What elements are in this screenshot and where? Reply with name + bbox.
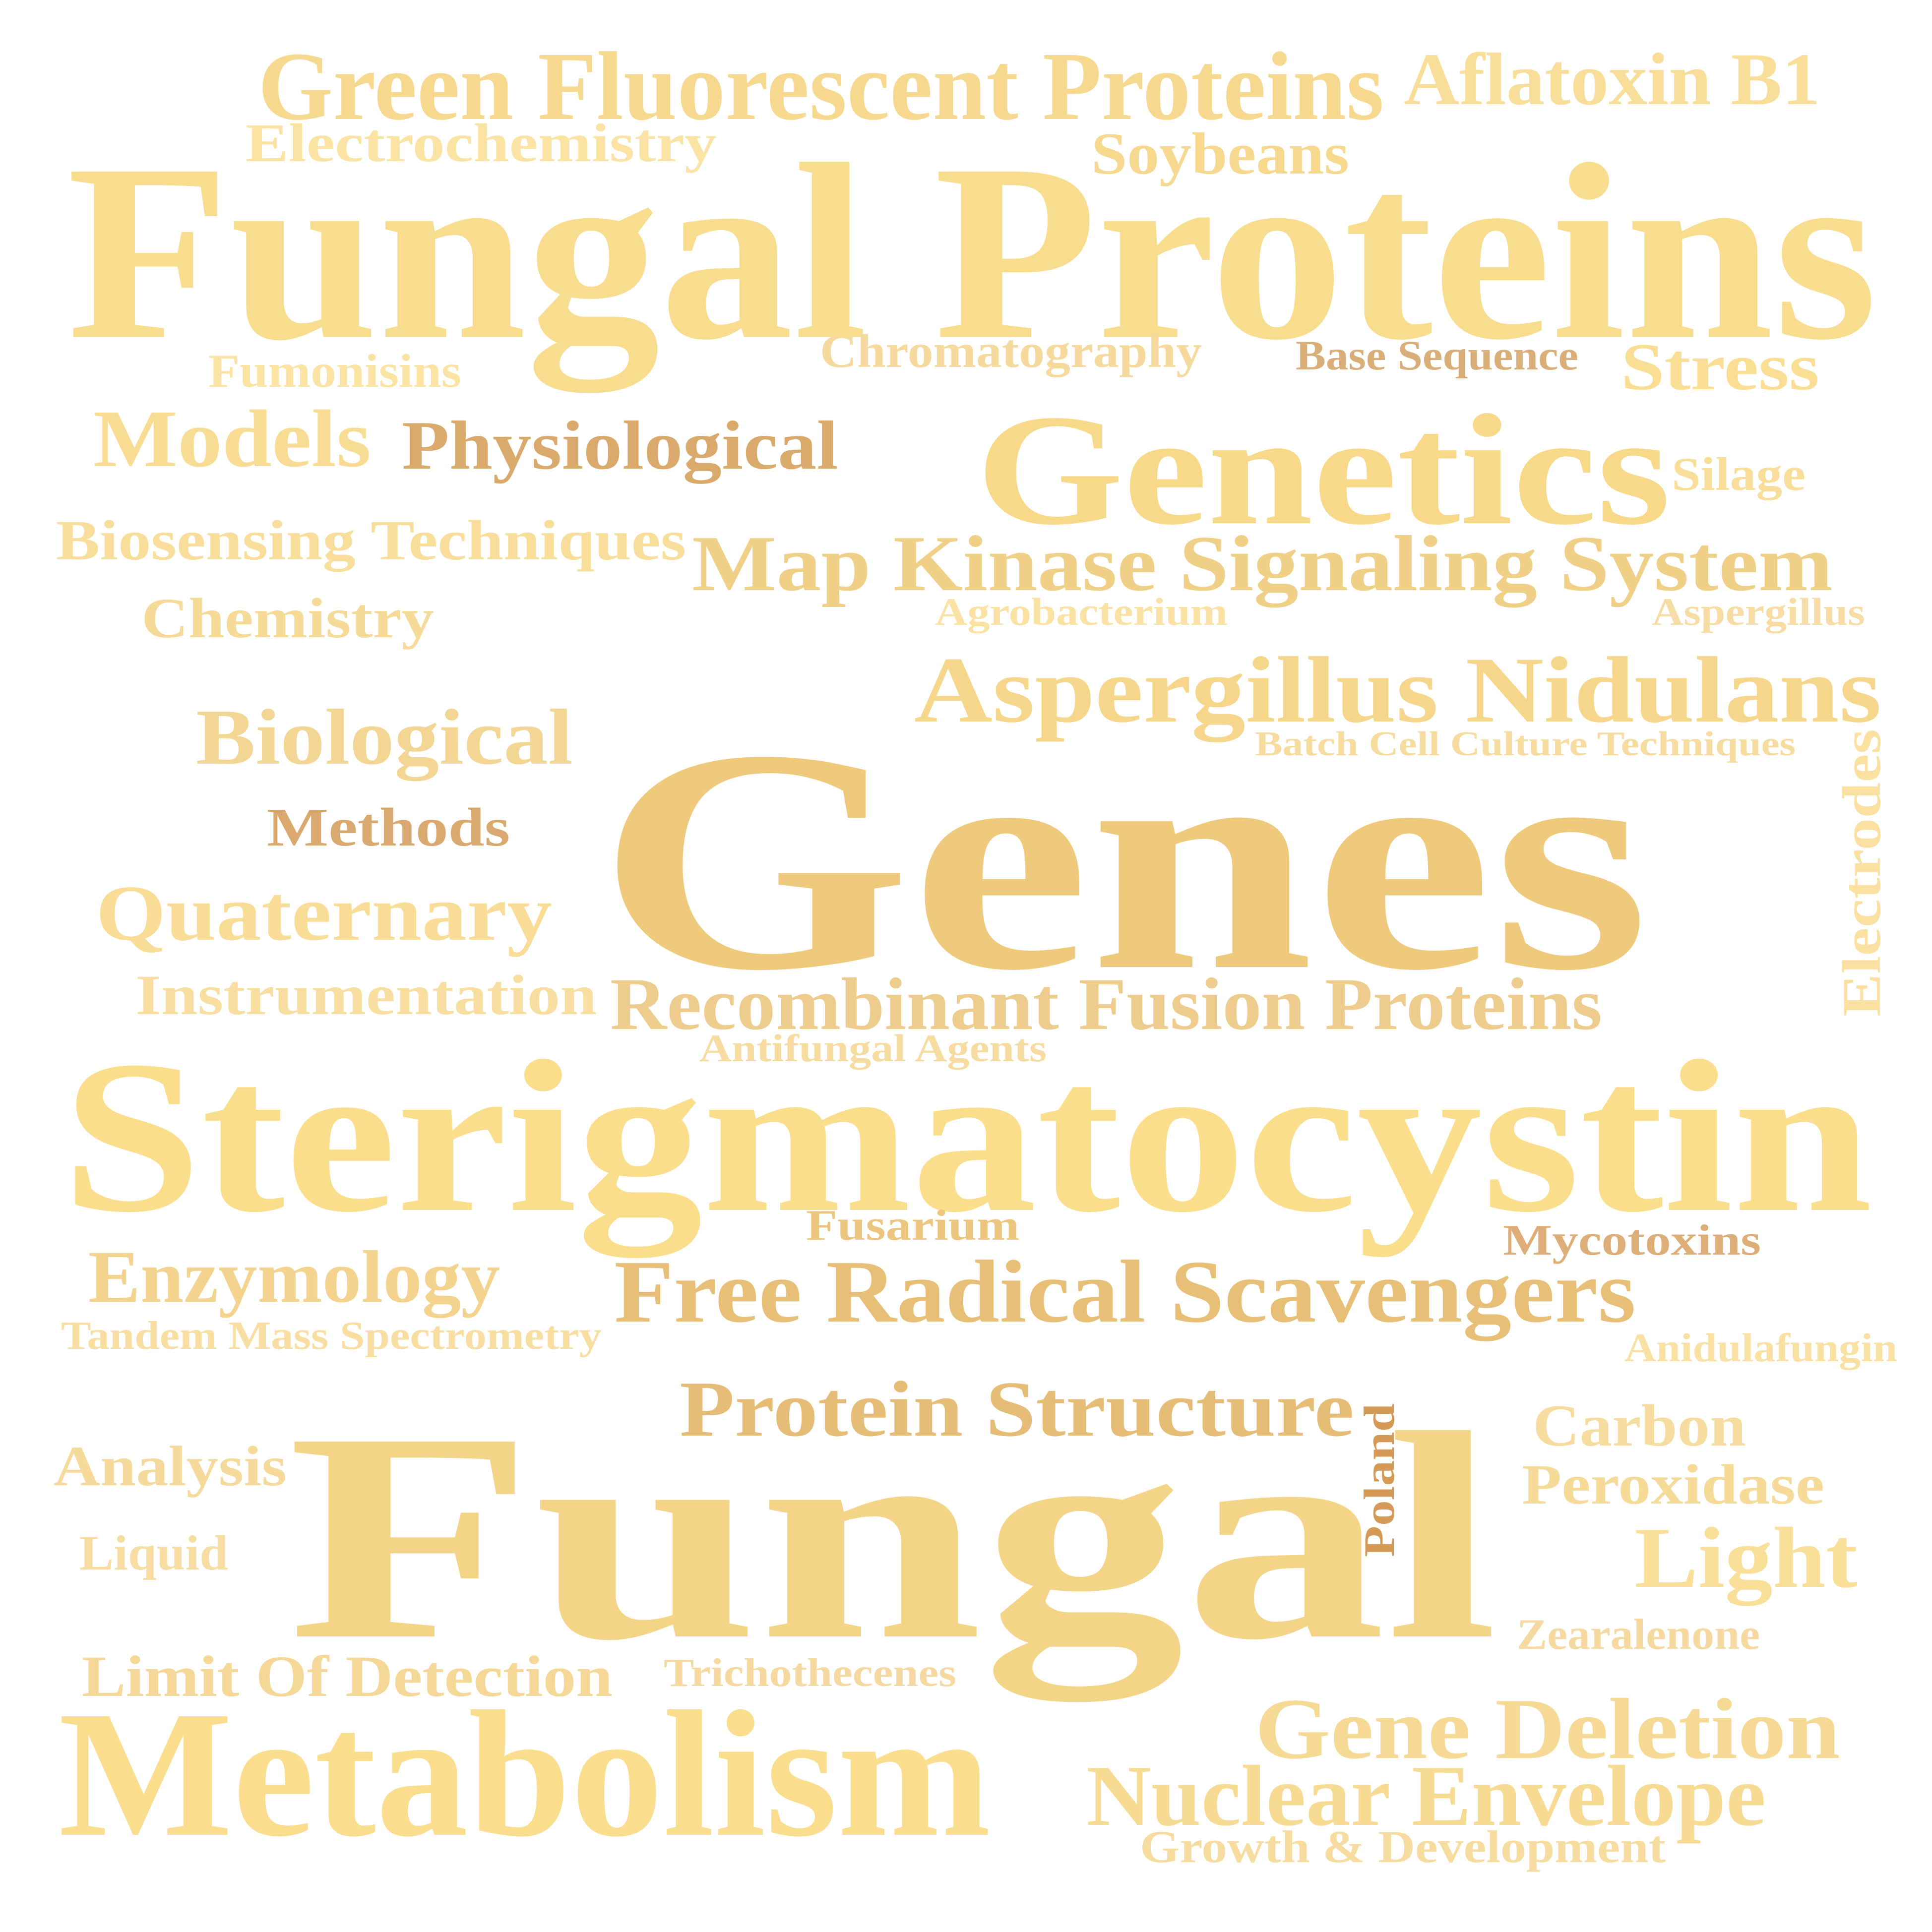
word-growth-development: Growth & Development xyxy=(1140,1821,1666,1872)
word-aspergillus-nidulans: Aspergillus Nidulans xyxy=(914,638,1881,742)
word-protein-structure: Protein Structure xyxy=(680,1365,1354,1453)
word-aspergillus: Aspergillus xyxy=(1652,590,1865,633)
word-soybeans: Soybeans xyxy=(1091,121,1349,186)
word-recombinant-fusion-proteins: Recombinant Fusion Proteins xyxy=(610,963,1602,1045)
word-fusarium: Fusarium xyxy=(806,1202,1019,1250)
word-aflatoxin-b1: Aflatoxin B1 xyxy=(1404,38,1820,121)
word-tandem-mass-spectrometry: Tandem Mass Spectrometry xyxy=(61,1314,602,1358)
word-trichothecenes: Trichothecenes xyxy=(664,1651,956,1695)
word-antifungal-agents: Antifungal Agents xyxy=(699,1026,1047,1070)
word-chromatography: Chromatography xyxy=(820,325,1202,377)
word-genetics: Genetics xyxy=(976,382,1671,558)
word-chemistry: Chemistry xyxy=(141,587,434,650)
word-models: Models xyxy=(93,393,371,484)
word-analysis: Analysis xyxy=(54,1435,287,1498)
word-genes: Genes xyxy=(598,685,1649,1036)
word-peroxidase: Peroxidase xyxy=(1522,1453,1824,1516)
word-nuclear-envelope: Nuclear Envelope xyxy=(1086,1748,1766,1844)
word-silage: Silage xyxy=(1672,448,1806,500)
word-enzymology: Enzymology xyxy=(88,1236,500,1318)
word-quaternary: Quaternary xyxy=(96,869,552,957)
word-free-radical-scavengers: Free Radical Scavengers xyxy=(614,1242,1636,1341)
word-instrumentation: Instrumentation xyxy=(135,964,597,1026)
word-carbon: Carbon xyxy=(1533,1392,1746,1458)
word-biological: Biological xyxy=(196,693,573,782)
word-physiological: Physiological xyxy=(402,407,838,484)
word-sterigmatocystin: Sterigmatocystin xyxy=(62,1016,1872,1261)
word-batch-cell-culture-techniques: Batch Cell Culture Techniques xyxy=(1255,725,1796,763)
word-electrochemistry: Electrochemistry xyxy=(246,113,717,173)
word-light: Light xyxy=(1634,1509,1858,1606)
word-anidulafungin: Anidulafungin xyxy=(1624,1325,1897,1370)
word-metabolism: Metabolism xyxy=(59,1674,991,1874)
word-zearalenone: Zearalenone xyxy=(1517,1611,1760,1659)
word-agrobacterium: Agrobacterium xyxy=(935,590,1228,633)
word-fungal: Fungal xyxy=(288,1371,1498,1706)
word-map-kinase-signaling-system: Map Kinase Signaling System xyxy=(692,519,1833,608)
word-methods: Methods xyxy=(267,797,510,857)
word-stress: Stress xyxy=(1621,330,1819,404)
word-mycotoxins: Mycotoxins xyxy=(1503,1216,1761,1265)
word-biosensing-techniques: Biosensing Techniques xyxy=(56,509,686,572)
word-green-fluorescent-proteins: Green Fluorescent Proteins xyxy=(258,32,1384,140)
word-poland: Poland xyxy=(1356,1403,1404,1557)
word-electrodes: Electrodes xyxy=(1831,729,1892,1017)
word-fumonisins: Fumonisins xyxy=(208,345,461,397)
word-base-sequence: Base Sequence xyxy=(1296,332,1578,379)
word-fungal-proteins: Fungal Proteins xyxy=(67,113,1877,397)
word-limit-of-detection: Limit Of Detection xyxy=(82,1644,613,1709)
word-liquid: Liquid xyxy=(79,1525,228,1580)
word-gene-deletion: Gene Deletion xyxy=(1255,1681,1840,1777)
